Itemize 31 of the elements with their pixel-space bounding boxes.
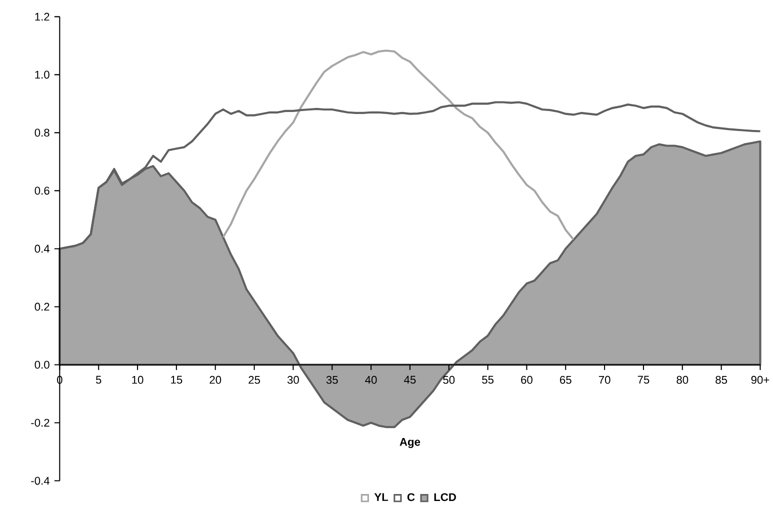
y-tick-label: 1.2 [35, 12, 50, 21]
x-tick-label: 40 [365, 376, 377, 384]
y-tick-label: 0.8 [34, 128, 50, 137]
x-tick-label: 70 [598, 376, 610, 384]
x-tick-label: 65 [560, 376, 572, 384]
x-tick-label: 50 [443, 376, 455, 384]
x-tick-label: 15 [171, 376, 182, 384]
y-tick-label: 1.0 [35, 70, 50, 79]
x-axis-title: Age [400, 438, 420, 448]
x-tick-label: 5 [96, 376, 102, 384]
x-tick-label: 45 [404, 376, 416, 384]
y-tick-label: 0.4 [34, 244, 50, 253]
y-tick-label: -0.4 [31, 476, 50, 485]
legend-label: C [407, 493, 415, 502]
x-tick-label: 60 [521, 376, 532, 384]
x-tick-label: 10 [132, 376, 144, 384]
legend-label: YL [374, 493, 388, 501]
x-tick-label: 20 [210, 376, 222, 384]
x-tick-label: 75 [638, 376, 650, 384]
y-tick-label: 0.6 [34, 186, 50, 195]
y-tick-label: 0.2 [34, 302, 50, 311]
y-tick-label: -0.2 [31, 418, 50, 427]
y-tick-label: 0.0 [34, 360, 50, 369]
x-tick-label: 55 [482, 376, 494, 384]
x-tick-label: 25 [248, 376, 260, 384]
x-tick-label: 30 [287, 376, 299, 384]
legend-label: LCD [434, 493, 456, 502]
x-tick-label: 85 [716, 376, 728, 384]
x-tick-label: 80 [676, 376, 688, 384]
x-tick-label: 90+ [751, 376, 770, 384]
x-tick-label: 35 [326, 376, 338, 384]
